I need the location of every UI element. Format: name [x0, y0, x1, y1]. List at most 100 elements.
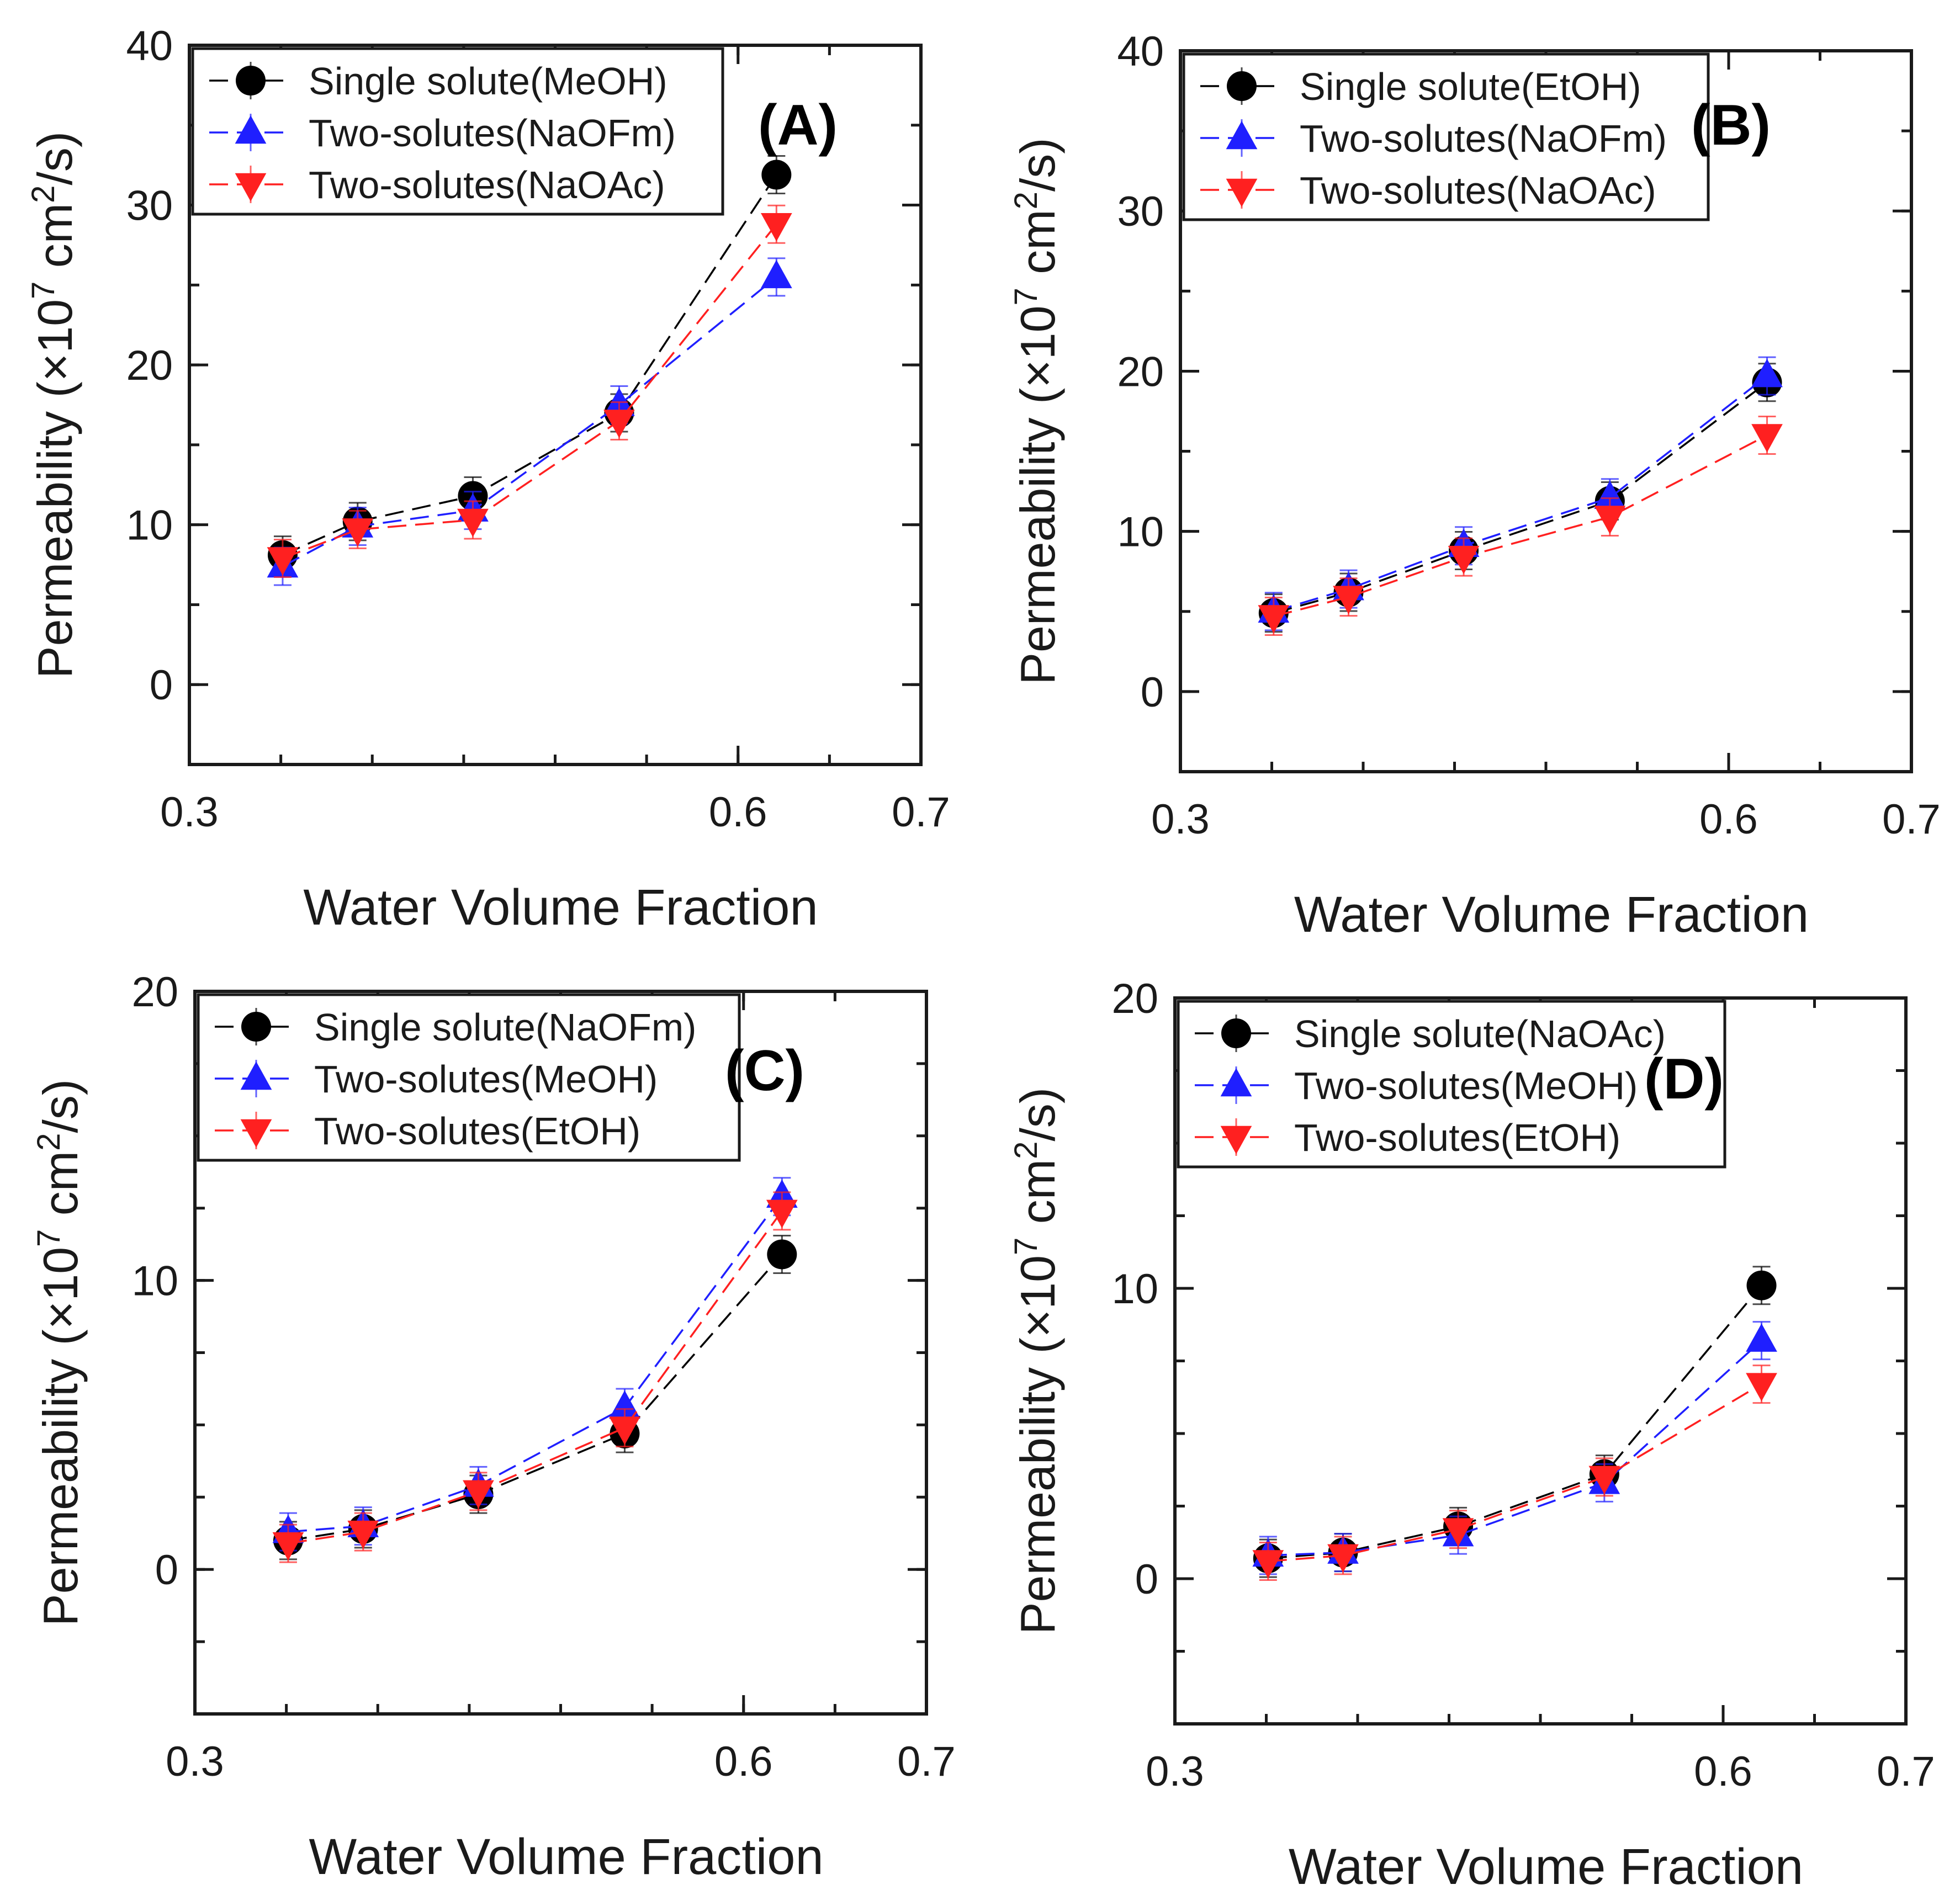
y-axis-label: Permeability (×107 cm2/s) [1008, 137, 1066, 684]
y-axis-label-part: cm [28, 203, 82, 282]
y-axis-label-superscript: 2 [25, 185, 61, 203]
y-axis-label-superscript: 7 [1008, 1238, 1044, 1255]
data-point [761, 160, 792, 190]
y-axis-label-part: /s) [33, 1079, 88, 1133]
series-1 [273, 1234, 797, 1560]
y-axis-label-part: /s) [1010, 137, 1065, 192]
y-tick-label: 10 [126, 502, 173, 549]
data-point [1448, 545, 1480, 575]
data-point [1252, 1550, 1284, 1579]
legend-label: Single solute(EtOH) [1300, 65, 1641, 108]
legend-label: Single solute(MeOH) [309, 60, 668, 103]
data-point [457, 508, 489, 538]
y-axis-label-part: Permeability (×10 [33, 1247, 88, 1626]
legend-label: Two-solutes(NaOAc) [309, 163, 665, 206]
legend-marker [240, 1061, 272, 1090]
y-tick-label: 40 [126, 23, 173, 70]
legend-label: Two-solutes(MeOH) [1294, 1064, 1638, 1107]
legend-box [197, 993, 741, 1162]
legend-label: Two-solutes(EtOH) [314, 1109, 640, 1153]
data-point [609, 1416, 640, 1445]
y-axis-label-superscript: 2 [1008, 1142, 1044, 1159]
x-axis-label: Water Volume Fraction [1289, 1839, 1803, 1890]
data-point [760, 259, 792, 289]
y-tick-label: 0 [155, 1547, 178, 1594]
legend-marker [236, 66, 266, 95]
y-tick-label: 10 [1111, 1266, 1158, 1313]
x-tick-label: 0.6 [714, 1738, 773, 1785]
chart-panel-2: 0.3 0.6 0.7 0 10 20 30 40 Water Volume Fraction P… [1008, 28, 1941, 943]
legend-box [191, 47, 724, 216]
y-tick-label: 10 [1117, 509, 1164, 556]
series-line [1268, 1383, 1762, 1563]
panel-label: (B) [1691, 93, 1771, 157]
y-axis-label: Permeability (×107 cm2/s) [25, 131, 83, 678]
legend-marker [1226, 120, 1258, 150]
x-tick-label: 0.7 [892, 789, 950, 836]
legend-marker [1221, 1018, 1251, 1048]
data-point [342, 518, 374, 547]
y-tick-label: 30 [1117, 188, 1164, 235]
legend-marker [235, 173, 267, 202]
legend-box [1177, 1000, 1726, 1169]
x-tick-label: 0.7 [1877, 1748, 1935, 1795]
x-tick-label: 0.6 [709, 789, 767, 836]
legend-marker [1220, 1068, 1252, 1097]
panel-label: (C) [725, 1039, 804, 1103]
data-point [767, 1239, 797, 1270]
series-3 [267, 204, 792, 578]
data-point [603, 410, 635, 438]
y-axis-label-part: cm [1010, 1159, 1065, 1238]
y-tick-label: 40 [1117, 28, 1164, 75]
x-tick-label: 0.7 [897, 1738, 956, 1785]
legend-label: Two-solutes(NaOFm) [309, 112, 676, 155]
legend-label: Single solute(NaOFm) [314, 1006, 696, 1049]
data-point [766, 1199, 798, 1228]
y-axis-label-superscript: 7 [31, 1229, 67, 1247]
legend-marker [1220, 1125, 1252, 1155]
legend-marker [1226, 178, 1258, 208]
data-point [1751, 424, 1783, 453]
data-point [1333, 586, 1364, 614]
y-axis-label-part: cm [1010, 209, 1065, 288]
data-point [1594, 480, 1626, 509]
data-point [1327, 1544, 1359, 1573]
data-point [1588, 1466, 1620, 1494]
y-axis-label-superscript: 2 [31, 1133, 67, 1151]
y-tick-label: 0 [1141, 669, 1164, 716]
y-axis-label-superscript: 2 [1008, 192, 1044, 209]
data-point [267, 547, 299, 576]
chart-panel-3: 0.3 0.6 0.7 0 10 20 Water Volume Fraction Perme… [31, 969, 956, 1885]
y-axis-label-part: cm [33, 1151, 88, 1229]
data-point [463, 1480, 494, 1509]
x-tick-label: 0.6 [1694, 1748, 1752, 1795]
data-point [272, 1532, 304, 1561]
data-point [1746, 1373, 1777, 1401]
y-axis-label-part: /s) [28, 131, 82, 185]
panel-label: (D) [1644, 1047, 1724, 1111]
chart-panel-4: 0.3 0.6 0.7 0 10 20 Water Volume Fraction Perme… [1008, 975, 1935, 1890]
series-line [1268, 1340, 1762, 1557]
y-tick-label: 10 [131, 1258, 178, 1305]
legend-box [1182, 52, 1710, 221]
series-2 [267, 257, 792, 586]
data-point [609, 1390, 640, 1419]
series-line [282, 174, 777, 556]
y-tick-label: 0 [1135, 1556, 1158, 1603]
x-axis-label: Water Volume Fraction [1294, 886, 1809, 943]
data-point [1746, 1323, 1777, 1352]
legend-marker [235, 115, 267, 144]
legend-marker [240, 1119, 272, 1148]
legend: Single solute(NaOAc) Two-solutes(MeOH) Two… [1177, 1000, 1726, 1169]
y-axis-label: Permeability (×107 cm2/s) [31, 1079, 88, 1626]
y-tick-label: 20 [1111, 975, 1158, 1022]
y-axis-label-part: Permeability (×10 [28, 299, 82, 678]
legend-label: Two-solutes(NaOAc) [1300, 169, 1656, 212]
legend: Single solute(MeOH) Two-solutes(NaOFm) Two… [191, 47, 724, 216]
y-axis-label-superscript: 7 [1008, 288, 1044, 305]
series-line [288, 1210, 783, 1544]
y-tick-label: 20 [126, 342, 173, 389]
y-axis-label-part: /s) [1010, 1087, 1065, 1142]
x-tick-label: 0.3 [1151, 796, 1210, 843]
data-point [760, 213, 792, 242]
